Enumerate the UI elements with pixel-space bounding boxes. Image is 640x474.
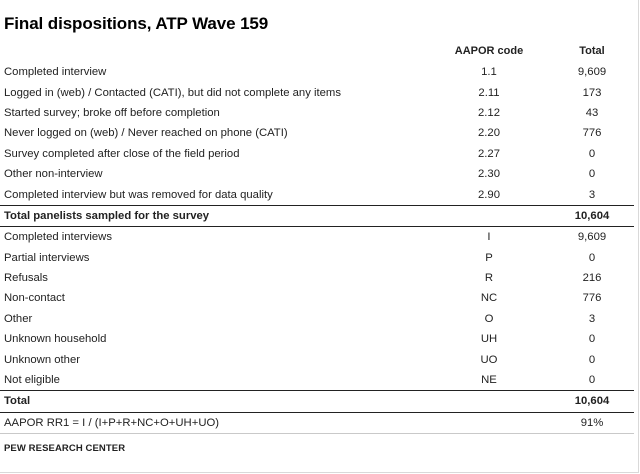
- row-code: 2.20: [478, 127, 500, 140]
- row-label: Partial interviews: [4, 251, 90, 264]
- row-label: Started survey; broke off before complet…: [4, 106, 220, 119]
- total-sampled-row: Total panelists sampled for the survey 1…: [0, 204, 634, 228]
- header-total: Total: [579, 45, 605, 57]
- row-total: 0: [588, 353, 596, 366]
- response-rate-row: AAPOR RR1 = I / (I+P+R+NC+O+UH+UO) 91%: [0, 412, 634, 435]
- row-label: Total panelists sampled for the survey: [0, 204, 428, 228]
- table-row: Survey completed after close of the fiel…: [0, 144, 634, 164]
- row-label: Completed interview but was removed for …: [4, 188, 273, 201]
- row-total: 43: [585, 106, 599, 119]
- table-row: Not eligible NE 0: [0, 370, 634, 391]
- row-total: 3: [588, 312, 596, 325]
- row-total: 0: [588, 251, 596, 264]
- row-total: 0: [588, 168, 596, 181]
- row-label: Never logged on (web) / Never reached on…: [4, 127, 288, 140]
- table-row: Other O 3: [0, 309, 634, 329]
- table-row: Completed interview but was removed for …: [0, 184, 634, 205]
- row-total: 776: [582, 292, 602, 305]
- row-code: [428, 390, 550, 413]
- row-total: 3: [588, 188, 596, 201]
- header-row: AAPOR code Total: [0, 40, 634, 62]
- table-row: Completed interviews I 9,609: [0, 227, 634, 248]
- row-total: 9,609: [577, 66, 607, 79]
- row-code: NE: [481, 374, 497, 387]
- table-row: Non-contact NC 776: [0, 288, 634, 308]
- row-code: O: [484, 312, 494, 325]
- row-label: Survey completed after close of the fiel…: [4, 147, 240, 160]
- header-label: [0, 40, 428, 62]
- row-label: Non-contact: [4, 292, 65, 305]
- row-label: Completed interviews: [4, 231, 112, 244]
- table-row: Refusals R 216: [0, 268, 634, 288]
- row-label: Unknown other: [4, 353, 80, 366]
- row-label: Other non-interview: [4, 168, 103, 181]
- table-row: Started survey; broke off before complet…: [0, 103, 634, 123]
- row-code: [428, 412, 550, 435]
- row-total: 9,609: [577, 231, 607, 244]
- row-total: 0: [588, 147, 596, 160]
- row-code: 2.12: [478, 106, 500, 119]
- table-row: Completed interview 1.1 9,609: [0, 62, 634, 82]
- row-label: Unknown household: [4, 333, 107, 346]
- row-total: 91%: [550, 412, 634, 435]
- row-code: UH: [480, 333, 498, 346]
- row-code: 2.27: [478, 147, 500, 160]
- row-code: 2.30: [478, 168, 500, 181]
- table-row: Never logged on (web) / Never reached on…: [0, 123, 634, 143]
- row-label: Refusals: [4, 272, 48, 285]
- table-title: Final dispositions, ATP Wave 159: [4, 14, 269, 33]
- table-row: Partial interviews P 0: [0, 248, 634, 268]
- row-total: 216: [582, 272, 602, 285]
- row-code: 2.11: [478, 86, 500, 99]
- row-total: 173: [582, 86, 602, 99]
- row-code: I: [487, 231, 491, 244]
- row-label: Other: [4, 312, 33, 325]
- row-code: NC: [480, 292, 498, 305]
- total-row: Total 10,604: [0, 390, 634, 413]
- row-code: UO: [480, 353, 498, 366]
- row-label: AAPOR RR1 = I / (I+P+R+NC+O+UH+UO): [0, 412, 428, 435]
- row-total: 10,604: [550, 204, 634, 228]
- row-total: 10,604: [550, 390, 634, 413]
- dispositions-table: AAPOR code Total Completed interview 1.1…: [0, 40, 634, 435]
- source-credit: PEW RESEARCH CENTER: [4, 443, 126, 454]
- row-label: Not eligible: [4, 374, 60, 387]
- row-label: Total: [0, 390, 428, 413]
- header-aapor-code: AAPOR code: [454, 45, 524, 57]
- row-total: 0: [588, 333, 596, 346]
- row-code: P: [485, 251, 493, 264]
- row-total: 776: [582, 127, 602, 140]
- row-total: 0: [588, 374, 596, 387]
- table-row: Logged in (web) / Contacted (CATI), but …: [0, 82, 634, 102]
- table-row: Unknown other UO 0: [0, 349, 634, 369]
- table-row: Other non-interview 2.30 0: [0, 164, 634, 184]
- row-code: 1.1: [481, 66, 497, 79]
- row-code: [428, 204, 550, 228]
- row-code: 2.90: [478, 188, 500, 201]
- row-label: Completed interview: [4, 66, 107, 79]
- table-row: Unknown household UH 0: [0, 329, 634, 349]
- row-code: R: [484, 272, 494, 285]
- row-label: Logged in (web) / Contacted (CATI), but …: [4, 86, 341, 99]
